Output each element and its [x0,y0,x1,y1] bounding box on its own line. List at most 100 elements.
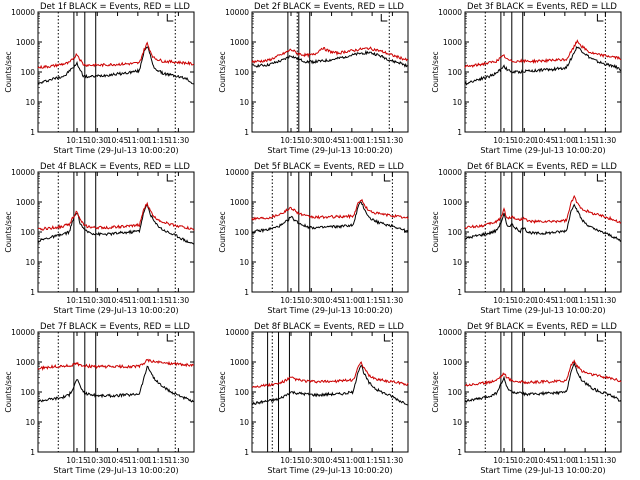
y-tick-label: 100 [235,388,250,397]
y-tick-label: 10000 [438,168,462,177]
x-tick-label: 11:00 [554,136,576,145]
x-tick-label: 11:30 [168,136,190,145]
y-axis-label: Counts/sec [431,371,440,412]
y-tick-label: 100 [21,68,36,77]
series-lld [464,359,622,387]
y-tick-label: 100 [235,228,250,237]
y-tick-label: 1 [457,448,462,457]
series-lld [37,201,195,231]
plot-frame [251,11,409,133]
x-tick-label: 10:15 [280,456,302,465]
panel-det-2f: Det 2f BLACK = Events, RED = LLD 1 10 100 10… [218,2,409,155]
y-tick-label: 1000 [16,198,35,207]
x-tick-label: 11:00 [127,296,149,305]
y-tick-label: 10000 [438,328,462,337]
panel-det-8f: Det 8f BLACK = Events, RED = LLD 1 10 100 10… [218,322,409,475]
x-tick-label: 11:30 [382,296,404,305]
x-tick-label: 11:00 [341,456,363,465]
y-tick-label: 1000 [443,198,462,207]
y-tick-label: 10 [25,98,35,107]
x-tick-label: 11:00 [341,296,363,305]
x-tick-label: 10:45 [321,136,343,145]
y-tick-label: 100 [21,388,36,397]
series-lld [251,46,409,64]
interval-bracket [596,174,604,182]
x-tick-label: 11:00 [554,456,576,465]
interval-bracket [383,334,391,342]
y-tick-label: 10000 [225,328,249,337]
y-tick-label: 1 [30,128,35,137]
panel-det-1f: Det 1f BLACK = Events, RED = LLD 1 10 100 10… [4,2,195,155]
y-axis-label: Counts/sec [4,211,13,252]
panel-title: Det 2f BLACK = Events, RED = LLD [254,2,404,12]
x-tick-label: 10:30 [86,456,108,465]
interval-bracket [166,14,174,22]
series-lld [37,41,195,69]
x-axis-label: Start Time (29-Jul-13 10:00:20) [480,306,605,315]
series-lld [251,361,409,388]
x-tick-label: 11:30 [382,136,404,145]
series-lld [37,358,194,371]
y-tick-label: 100 [448,388,463,397]
y-tick-label: 10 [239,258,249,267]
panel-title: Det 8f BLACK = Events, RED = LLD [254,322,404,332]
y-axis-label: Counts/sec [218,371,227,412]
y-tick-label: 10000 [11,168,35,177]
y-tick-label: 100 [235,68,250,77]
series-events [464,46,622,86]
series-events [37,365,195,403]
x-tick-label: 11:30 [595,136,617,145]
series-events [464,361,622,403]
x-tick-label: 11:15 [361,136,383,145]
x-tick-label: 11:15 [361,296,383,305]
x-tick-label: 11:15 [147,296,169,305]
x-tick-label: 11:30 [595,456,617,465]
x-axis-label: Start Time (29-Jul-13 10:00:20) [53,466,178,475]
x-tick-label: 10:45 [107,136,129,145]
y-tick-label: 10000 [225,8,249,17]
x-tick-label: 10:30 [300,456,322,465]
panel-title: Det 9f BLACK = Events, RED = LLD [467,322,617,332]
x-axis-label: Start Time (29-Jul-13 10:00:20) [53,146,178,155]
y-tick-label: 100 [448,68,463,77]
y-tick-label: 10 [239,418,249,427]
panel-det-9f: Det 9f BLACK = Events, RED = LLD 1 10 100 10… [431,322,622,475]
x-axis-label: Start Time (29-Jul-13 10:00:20) [267,146,392,155]
x-tick-label: 11:30 [382,456,404,465]
y-tick-label: 1000 [16,38,35,47]
panel-det-4f: Det 4f BLACK = Events, RED = LLD 1 10 100 10… [4,162,195,315]
x-axis-label: Start Time (29-Jul-13 10:00:20) [267,306,392,315]
x-tick-label: 10:45 [321,296,343,305]
interval-bracket [166,174,174,182]
x-tick-label: 10:45 [107,456,129,465]
y-axis-label: Counts/sec [218,51,227,92]
y-tick-label: 10 [25,418,35,427]
panel-det-5f: Det 5f BLACK = Events, RED = LLD 1 10 100 10… [218,162,409,315]
x-tick-label: 10:45 [321,456,343,465]
panel-title: Det 3f BLACK = Events, RED = LLD [467,2,617,12]
x-tick-label: 10:15 [66,456,88,465]
y-tick-label: 1 [244,128,249,137]
x-tick-label: 11:00 [127,456,149,465]
plot-frame [37,11,195,133]
x-tick-label: 11:15 [147,136,169,145]
x-axis-label: Start Time (29-Jul-13 10:00:20) [480,466,605,475]
series-events [37,46,195,86]
x-axis-label: Start Time (29-Jul-13 10:00:20) [53,306,178,315]
plot-frame [464,171,622,293]
y-tick-label: 10000 [225,168,249,177]
x-tick-label: 11:00 [341,136,363,145]
interval-bracket [596,14,604,22]
x-tick-label: 10:30 [86,296,108,305]
series-lld [251,198,409,221]
x-tick-label: 11:15 [361,456,383,465]
interval-bracket [383,174,391,182]
y-tick-label: 1000 [443,38,462,47]
y-tick-label: 1000 [230,38,249,47]
panel-det-3f: Det 3f BLACK = Events, RED = LLD 1 10 100 10… [431,2,622,155]
panel-det-6f: Det 6f BLACK = Events, RED = LLD 1 10 100 10… [431,162,622,315]
y-tick-label: 1 [457,288,462,297]
y-axis-label: Counts/sec [4,371,13,412]
x-tick-label: 10:20 [513,136,535,145]
